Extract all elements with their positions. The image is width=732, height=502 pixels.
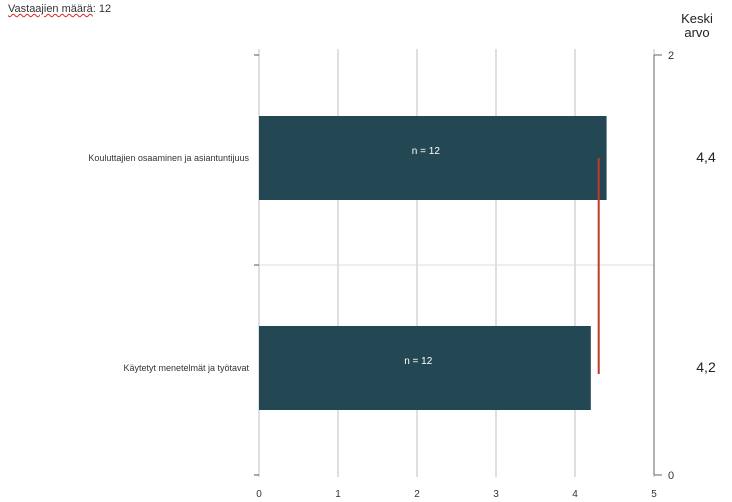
bars [259,116,607,410]
secondary-axis-tick-label: 2 [668,50,674,62]
mean-header-line1: Keski [681,11,713,26]
x-tick-label: 2 [414,489,420,500]
bar [259,326,591,410]
respondent-count-label: Vastaajien määrä [8,3,93,15]
labels: 0 1 2 3 4 5 2 0 n = 12 Kouluttajien osaaminen ja … [88,50,716,500]
x-tick-label: 4 [572,489,578,500]
x-tick-label: 1 [335,489,341,500]
category-label: Käytetyt menetelmät ja työtavat [123,363,249,373]
respondent-count: Vastaajien määrä: 12 [8,3,112,15]
bar-count-label: n = 12 [412,146,441,157]
x-tick-label: 3 [493,489,499,500]
respondent-count-value: 12 [98,3,112,15]
mean-value-label: 4,4 [696,149,716,165]
x-tick-label: 5 [651,489,657,500]
bar [259,116,607,200]
mean-header-line2: arvo [684,25,710,40]
bar-count-label: n = 12 [404,356,433,367]
secondary-axis-tick-label: 0 [668,470,674,482]
mean-column-header: Keski arvo [675,12,719,40]
category-label: Kouluttajien osaaminen ja asiantuntijuus [88,153,249,163]
mean-value-label: 4,2 [696,359,716,375]
grid-lines [254,49,662,477]
x-tick-label: 0 [256,489,262,500]
